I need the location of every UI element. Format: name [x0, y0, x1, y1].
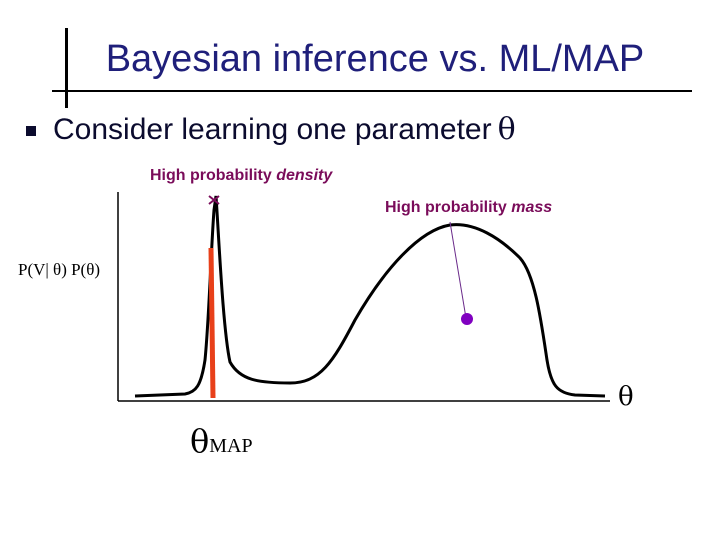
density-annotation: High probability density [150, 167, 333, 184]
slide-title: Bayesian inference vs. ML/MAP [105, 38, 645, 80]
y-axis-label: P(V| θ) P(θ) [18, 260, 101, 279]
mass-annotation: High probability mass [385, 199, 553, 216]
density-marker-b [208, 195, 220, 205]
map-line [208, 247, 216, 399]
x-axis-label: θ [618, 382, 634, 412]
mass-marker-dot [461, 313, 473, 325]
bullet-item: Consider learning one parameter θ [53, 112, 516, 147]
title-decoration-vertical [65, 28, 68, 108]
map-label: θMAP [190, 422, 253, 460]
bullet-marker [26, 126, 36, 136]
map-subscript: MAP [209, 435, 253, 457]
map-theta: θ [190, 422, 210, 460]
theta-symbol: θ [497, 112, 516, 147]
bullet-text: Consider learning one parameter [53, 113, 492, 146]
posterior-curve [134, 195, 606, 398]
mass-pointer-line [449, 221, 467, 319]
title-decoration-horizontal [52, 90, 692, 92]
